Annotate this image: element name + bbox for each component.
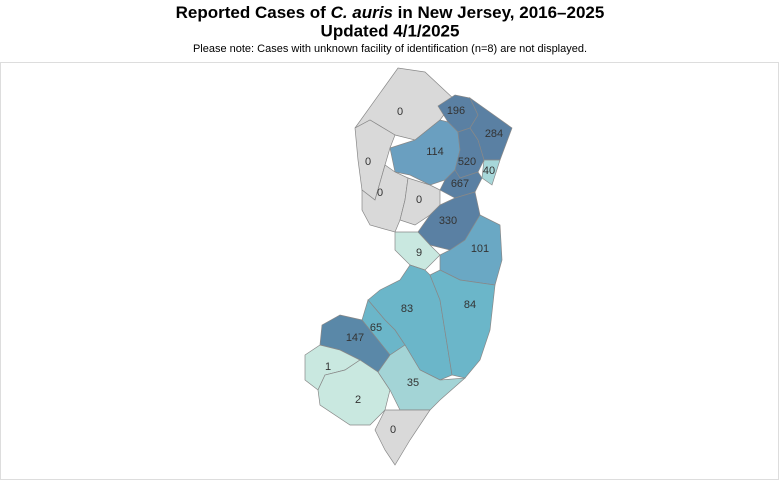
county-label: 520 [458, 156, 476, 168]
county-label: 101 [471, 243, 489, 255]
county-label: 35 [407, 377, 419, 389]
county [429, 269, 496, 379]
county-label: 196 [447, 105, 465, 117]
title-part: C. auris [331, 3, 393, 22]
subtitle: Updated 4/1/2025 [321, 21, 460, 40]
county-label: 114 [426, 146, 444, 158]
county-label: 83 [401, 303, 413, 315]
county-label: 667 [451, 178, 469, 190]
county-label: 0 [397, 106, 403, 118]
county [439, 169, 483, 199]
title-part: in New Jersey, 2016–2025 [393, 3, 604, 22]
county-label: 0 [416, 194, 422, 206]
county-label: 84 [464, 299, 476, 311]
county-label: 0 [365, 156, 371, 168]
county-label: 9 [416, 247, 422, 259]
county-label: 65 [370, 322, 382, 334]
county [377, 344, 467, 411]
title: Reported Cases of C. auris in New Jersey… [176, 3, 605, 22]
title-part: Reported Cases of [176, 3, 331, 22]
county-label: 0 [390, 424, 396, 436]
county-label: 284 [485, 128, 503, 140]
county [481, 159, 501, 186]
county [394, 231, 441, 271]
county-label: 1 [325, 361, 331, 373]
county-label: 0 [377, 187, 383, 199]
note: Please note: Cases with unknown facility… [193, 43, 587, 55]
county-label: 147 [346, 332, 364, 344]
county-label: 40 [483, 165, 495, 177]
county-label: 330 [439, 215, 457, 227]
county [374, 409, 431, 466]
county-label: 2 [355, 394, 361, 406]
